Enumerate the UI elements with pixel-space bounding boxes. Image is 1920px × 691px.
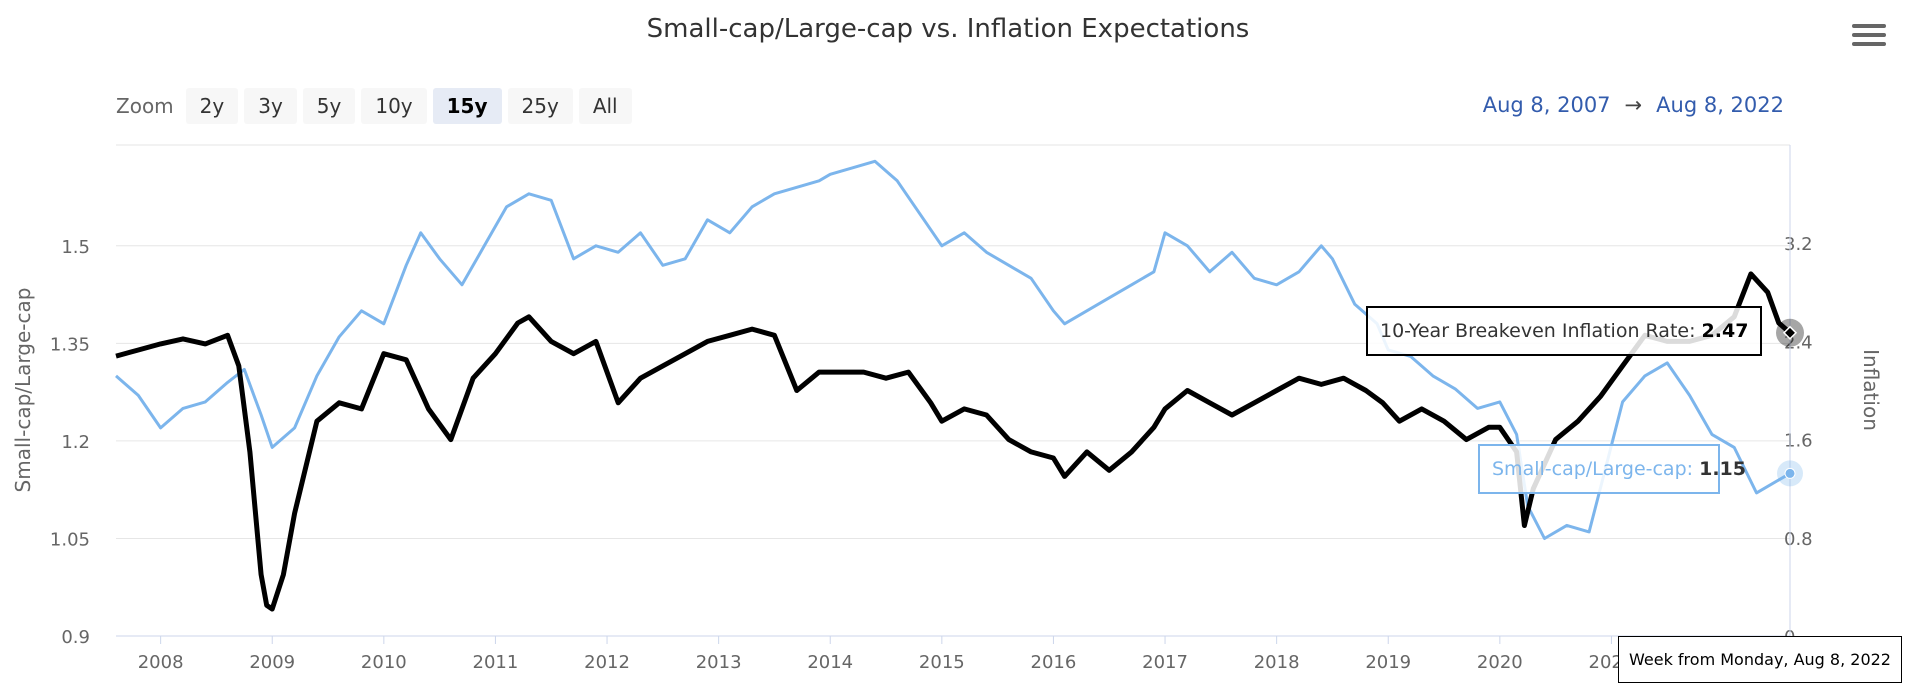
zoom-button-15y[interactable]: 15y xyxy=(432,88,502,124)
series-line-breakeven-inflation xyxy=(115,271,1792,612)
x-tick-label: 2019 xyxy=(1365,652,1411,673)
x-tick-label: 2009 xyxy=(249,652,295,673)
zoom-button-3y[interactable]: 3y xyxy=(244,88,297,124)
left-tick-label: 1.05 xyxy=(50,529,90,550)
tooltip-inflation: 10-Year Breakeven Inflation Rate: 2.47 xyxy=(1366,306,1763,356)
x-tick-label: 2012 xyxy=(584,652,630,673)
left-axis-title: Small-cap/Large-cap xyxy=(11,288,35,493)
right-axis-title: Inflation xyxy=(1859,349,1883,431)
zoom-label: Zoom xyxy=(116,94,174,118)
range-arrow: → xyxy=(1624,93,1643,117)
right-tick-label: 0.8 xyxy=(1784,529,1813,550)
zoom-button-5y[interactable]: 5y xyxy=(302,88,356,124)
zoom-button-all[interactable]: All xyxy=(578,88,632,124)
right-tick-label: 1.6 xyxy=(1784,431,1813,452)
range-from[interactable]: Aug 8, 2007 xyxy=(1482,93,1611,117)
zoom-button-2y[interactable]: 2y xyxy=(185,88,239,124)
x-tick-label: 2014 xyxy=(807,652,853,673)
tooltip-ratio: Small-cap/Large-cap: 1.15 xyxy=(1478,444,1746,494)
left-tick-label: 0.9 xyxy=(61,627,90,648)
zoom-button-10y[interactable]: 10y xyxy=(361,88,427,124)
x-tick-label: 2018 xyxy=(1254,652,1300,673)
x-tick-label: 2015 xyxy=(919,652,965,673)
right-tick-label: 3.2 xyxy=(1784,234,1813,255)
tooltip-inflation-value: 2.47 xyxy=(1701,320,1749,342)
left-tick-label: 1.5 xyxy=(61,237,90,258)
tooltip-date: Week from Monday, Aug 8, 2022 xyxy=(1618,636,1902,683)
left-tick-label: 1.2 xyxy=(61,432,90,453)
date-range: Aug 8, 2007 → Aug 8, 2022 xyxy=(1483,93,1784,117)
x-tick-label: 2010 xyxy=(361,652,407,673)
x-tick-label: 2017 xyxy=(1142,652,1188,673)
x-tick-label: 2013 xyxy=(696,652,742,673)
x-tick-label: 2016 xyxy=(1031,652,1077,673)
x-tick-label: 2008 xyxy=(138,652,184,673)
menu-icon[interactable] xyxy=(1852,24,1886,54)
x-tick-label: 2011 xyxy=(473,652,519,673)
tooltip-inflation-label: 10-Year Breakeven Inflation Rate: xyxy=(1380,320,1696,342)
zoom-button-25y[interactable]: 25y xyxy=(507,88,573,124)
tooltip-ratio-value: 1.15 xyxy=(1699,458,1746,480)
zoom-bar: Zoom 2y 3y 5y 10y 15y 25y All xyxy=(116,88,632,124)
left-tick-label: 1.35 xyxy=(50,334,90,355)
ratio-hover-point xyxy=(1784,467,1796,479)
range-to[interactable]: Aug 8, 2022 xyxy=(1656,93,1784,117)
chart-title: Small-cap/Large-cap vs. Inflation Expect… xyxy=(646,14,1250,44)
tooltip-ratio-label: Small-cap/Large-cap: xyxy=(1492,458,1694,480)
inflation-hover-point xyxy=(1782,325,1798,340)
x-tick-label: 2020 xyxy=(1477,652,1523,673)
